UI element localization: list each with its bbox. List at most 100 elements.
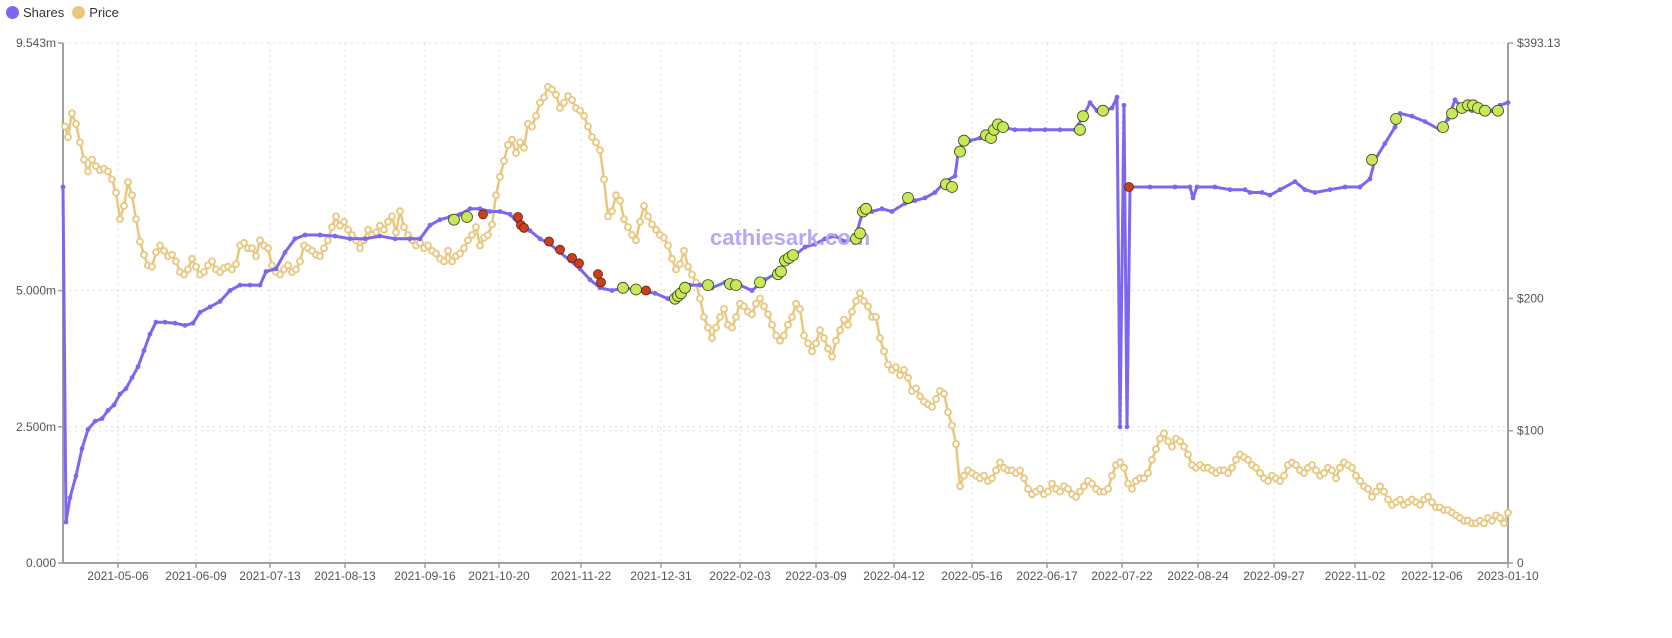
price-point	[64, 133, 72, 142]
price-point	[772, 331, 780, 340]
shares-point	[129, 375, 135, 381]
price-point	[756, 294, 764, 303]
price-point	[1424, 492, 1432, 501]
price-point	[84, 167, 92, 176]
price-point	[760, 302, 768, 311]
price-point	[800, 331, 808, 340]
price-point	[792, 299, 800, 308]
shares-point	[1367, 176, 1373, 182]
price-point	[276, 270, 284, 279]
price-point	[992, 466, 1000, 475]
price-point	[1252, 463, 1260, 472]
shares-point	[1057, 127, 1063, 133]
left-axis-ticks: 9.543m 5.000m 2.500m 0.000	[16, 36, 63, 570]
price-point	[740, 302, 748, 311]
price-point	[876, 334, 884, 343]
price-point	[380, 225, 388, 234]
shares-point	[317, 232, 323, 238]
legend-item-shares[interactable]: Shares	[6, 5, 64, 20]
price-point	[1280, 471, 1288, 480]
price-point	[904, 373, 912, 382]
price-point	[548, 85, 556, 94]
price-point	[952, 440, 960, 448]
price-point	[1368, 492, 1376, 501]
price-point	[1428, 498, 1436, 507]
price-point	[156, 241, 164, 250]
price-point	[476, 241, 484, 250]
shares-point	[257, 282, 263, 288]
x-tick-label: 2022-06-17	[1016, 569, 1078, 583]
price-legend-dot-icon	[72, 6, 86, 19]
shares-point	[63, 519, 69, 525]
price-point	[804, 339, 812, 348]
price-point	[1352, 471, 1360, 480]
price-point	[184, 265, 192, 274]
sell-marker	[574, 258, 584, 269]
shares-point	[347, 236, 353, 242]
price-point	[956, 482, 964, 491]
shares-point	[922, 195, 928, 201]
price-point	[1232, 455, 1240, 464]
price-point	[292, 265, 300, 274]
price-point	[1276, 477, 1284, 485]
left-tick-label: 5.000m	[16, 284, 56, 298]
price-point	[1384, 495, 1392, 504]
shares-point	[92, 418, 98, 424]
shares-point	[1042, 127, 1048, 133]
shares-point	[1267, 192, 1273, 198]
shares-point	[1190, 195, 1196, 201]
x-tick-label: 2022-11-02	[1325, 569, 1386, 583]
sell-marker	[596, 277, 606, 288]
buy-marker	[958, 134, 970, 147]
buy-marker	[1492, 104, 1504, 117]
shares-point	[111, 402, 117, 408]
price-point	[996, 458, 1004, 467]
price-point	[860, 297, 868, 306]
price-point	[596, 146, 604, 155]
shares-point	[665, 296, 671, 302]
price-point	[932, 395, 940, 403]
shares-point	[1327, 187, 1333, 193]
price-point	[148, 262, 156, 271]
price-point	[1180, 442, 1188, 451]
price-point	[864, 302, 872, 311]
price-point	[1332, 474, 1340, 483]
right-tick-label: $100	[1517, 424, 1544, 438]
left-tick-label: 2.500m	[16, 420, 56, 434]
price-point	[1072, 492, 1080, 501]
x-tick-label: 2022-05-16	[941, 569, 1003, 583]
shares-point	[912, 198, 918, 204]
price-point	[576, 106, 584, 115]
price-point	[592, 138, 600, 147]
price-point	[1328, 466, 1336, 475]
price-point	[388, 212, 396, 221]
price-point	[844, 320, 852, 329]
shares-point	[273, 266, 279, 272]
legend-item-price[interactable]: Price	[72, 5, 119, 20]
price-point	[1020, 474, 1028, 483]
price-point	[1480, 519, 1488, 528]
shares-point	[85, 427, 91, 432]
price-point	[132, 215, 140, 224]
shares-point	[952, 173, 958, 179]
price-point	[1140, 474, 1148, 483]
price-point	[364, 225, 372, 234]
shares-line	[61, 95, 1509, 524]
price-point	[256, 236, 264, 245]
price-point	[356, 244, 364, 253]
price-point	[1320, 469, 1328, 478]
price-point	[512, 149, 520, 157]
buy-marker	[1074, 123, 1086, 136]
price-point	[1044, 487, 1052, 496]
price-point	[840, 315, 848, 324]
price-point	[1228, 463, 1236, 472]
shares-point	[1027, 127, 1033, 133]
shares-point	[1342, 184, 1348, 190]
price-point	[712, 323, 720, 332]
price-point	[80, 155, 88, 164]
price-point	[424, 241, 432, 250]
shares-point	[1172, 184, 1178, 190]
buy-marker	[787, 249, 799, 262]
price-point	[948, 421, 956, 430]
